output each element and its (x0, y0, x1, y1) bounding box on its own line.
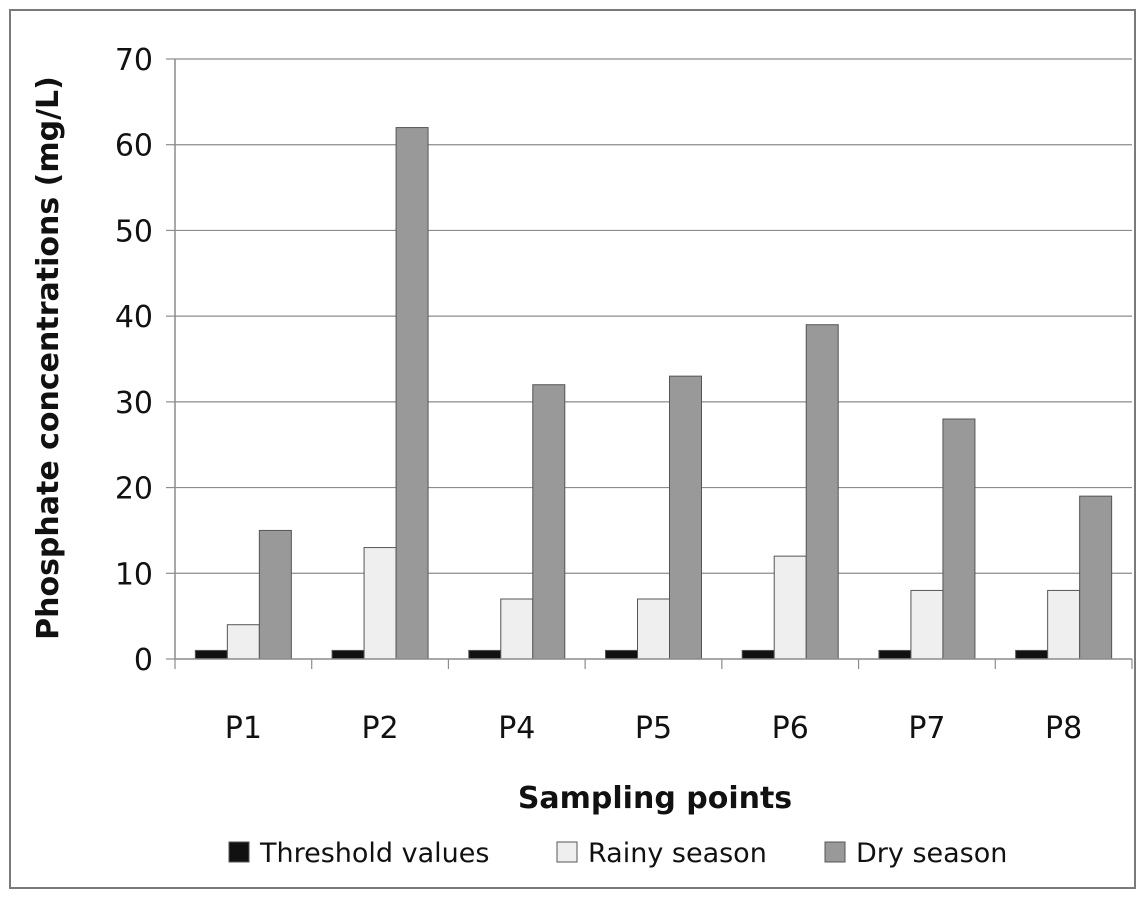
legend-label: Threshold values (259, 838, 489, 869)
bar-threshold-values-p7 (878, 649, 912, 660)
x-tick-label: P4 (498, 711, 535, 746)
legend-label: Dry season (856, 838, 1007, 869)
bar-dry-season-p5 (669, 375, 702, 660)
bar-rainy-season-p1 (226, 624, 260, 660)
bar-threshold-values-p5 (605, 649, 638, 660)
bar-dry-season-p1 (258, 529, 292, 660)
legend-swatch (228, 841, 250, 863)
y-tick-label: 60 (115, 129, 153, 164)
bar-rainy-season-p8 (1047, 589, 1081, 660)
gridlines (175, 58, 1132, 574)
bar-rainy-season-p5 (637, 598, 670, 660)
bar-threshold-values-p4 (468, 649, 502, 660)
y-tick-labels: 0 10 20 30 40 50 60 70 (115, 43, 153, 678)
y-tick-label: 0 (134, 643, 153, 678)
bar-rainy-season-p6 (773, 555, 807, 660)
x-tick-label: P1 (225, 711, 262, 746)
x-tick-label: P7 (908, 711, 945, 746)
legend-swatch (824, 841, 846, 863)
y-axis-title: Phosphate concentrations (mg/L) (31, 76, 66, 640)
bar-dry-season-p2 (395, 127, 429, 660)
x-tick-label: P6 (772, 711, 809, 746)
bar-dry-season-p6 (805, 324, 839, 660)
bar-rainy-season-p4 (500, 598, 534, 660)
bar-rainy-season-p7 (910, 589, 944, 660)
bar-dry-season-p4 (532, 384, 566, 660)
axes (166, 58, 1133, 669)
bar-threshold-values-p8 (1015, 649, 1049, 660)
x-axis-title: Sampling points (518, 781, 792, 816)
bar-threshold-values-p2 (331, 649, 365, 660)
bars (194, 127, 1113, 660)
bar-threshold-values-p1 (194, 649, 228, 660)
y-tick-label: 20 (115, 472, 153, 507)
x-tick-label: P2 (361, 711, 398, 746)
x-tick-labels: P1 P2 P4 P5 P6 P7 P8 (225, 711, 1082, 746)
legend-item: Rainy season (556, 838, 767, 869)
bar-rainy-season-p2 (363, 547, 397, 660)
bar-dry-season-p8 (1079, 495, 1113, 660)
legend-item: Dry season (824, 838, 1007, 869)
legend-swatch (556, 841, 578, 863)
y-tick-label: 10 (115, 557, 153, 592)
x-tick-label: P8 (1045, 711, 1082, 746)
y-tick-label: 70 (115, 43, 153, 78)
bar-threshold-values-p6 (741, 649, 775, 660)
legend: Threshold values Rainy season Dry season (228, 838, 1007, 869)
x-tick-label: P5 (635, 711, 672, 746)
bar-dry-season-p7 (942, 418, 976, 660)
legend-item: Threshold values (228, 838, 489, 869)
y-tick-label: 40 (115, 300, 153, 335)
y-tick-label: 50 (115, 214, 153, 249)
legend-label: Rainy season (588, 838, 767, 869)
y-tick-label: 30 (115, 386, 153, 421)
